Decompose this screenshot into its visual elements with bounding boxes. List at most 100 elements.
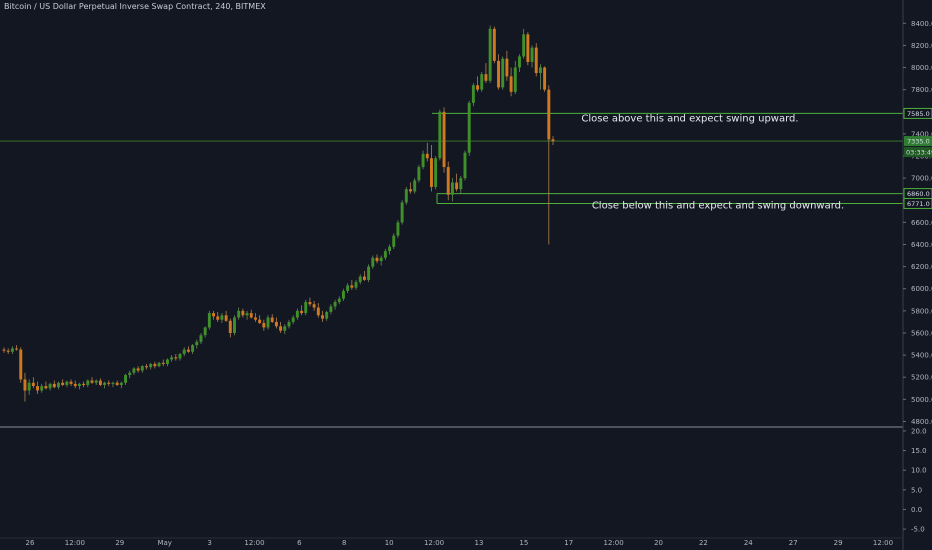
candle-body (522, 34, 526, 57)
time-tick-label: 13 (474, 539, 483, 547)
candle-body (212, 313, 216, 317)
candle-body (534, 47, 538, 74)
price-tick-label: 5200.0 (911, 374, 932, 382)
candle-body (379, 257, 383, 262)
candle-body (300, 310, 304, 314)
candle-body (547, 89, 551, 140)
price-tick-label: 5000.0 (911, 396, 932, 404)
candle-body (6, 350, 10, 352)
candle-body (488, 28, 492, 81)
candle-body (15, 348, 19, 350)
candle-body (253, 317, 257, 320)
candle-body (383, 251, 387, 258)
candle-body (245, 313, 249, 316)
candle-body (233, 317, 236, 333)
candle-body (509, 76, 513, 92)
candle-body (333, 302, 337, 307)
candle-body (27, 382, 31, 391)
time-tick-label: 15 (519, 539, 528, 547)
candle-body (36, 386, 39, 391)
candle-body (388, 246, 392, 252)
candle-body (304, 302, 308, 314)
time-tick-label: 20 (654, 539, 663, 547)
candle-body (321, 315, 324, 319)
indicator-axis[interactable]: 20.0 15.0 10.0 5.0 0.0 -5.0 (903, 427, 927, 534)
candle-body (44, 386, 48, 389)
candle-body (450, 182, 454, 195)
time-tick-label: 27 (789, 539, 798, 547)
candle-body (2, 349, 6, 351)
time-axis[interactable]: 26 12:00 29 May 3 12:00 6 8 10 12:00 13 15 17 12:00 20… (0, 537, 903, 547)
candle-body (157, 362, 161, 367)
candle-body (526, 34, 530, 62)
indicator-tick-label: 0.0 (911, 506, 922, 514)
candle-body (505, 58, 509, 77)
candle-body (40, 386, 44, 391)
candle-body (291, 317, 295, 322)
candle-body (258, 319, 262, 324)
price-tick-label: 7000.0 (911, 175, 932, 183)
candle-body (124, 375, 128, 383)
candle-body (111, 382, 115, 384)
candle-series (2, 25, 555, 402)
candle-body (279, 326, 283, 331)
candle-body (295, 310, 299, 318)
candle-body (438, 111, 442, 159)
candle-body (442, 111, 446, 168)
candle-body (404, 189, 408, 203)
candle-body (19, 349, 23, 380)
indicator-tick-label: 5.0 (911, 486, 922, 494)
candle-body (86, 380, 90, 385)
level-tag-label: 6771.0 (907, 200, 930, 208)
candle-body (362, 276, 366, 280)
candle-body (195, 341, 199, 346)
candle-body (530, 47, 534, 62)
candle-body (346, 285, 350, 291)
candle-body (48, 383, 52, 389)
price-tick-label: 7400.0 (911, 130, 932, 138)
candle-body (103, 382, 107, 385)
candle-body (551, 139, 555, 142)
candle-body (220, 315, 224, 320)
candle-body (274, 321, 278, 327)
candle-body (409, 189, 412, 192)
candle-body (119, 382, 123, 385)
countdown-tag-label: 03:33:49 (906, 149, 932, 157)
candle-body (492, 28, 496, 61)
time-tick-label: 10 (385, 539, 394, 547)
time-tick-label: May (157, 539, 171, 547)
indicator-tick-label: 15.0 (911, 447, 927, 455)
candle-body (476, 85, 480, 90)
candle-body (375, 257, 379, 262)
candle-body (543, 67, 547, 90)
time-tick-label: 29 (115, 539, 124, 547)
candle-body (392, 235, 396, 247)
candle-body (429, 158, 433, 187)
candle-body (266, 317, 270, 328)
indicator-tick-label: 10.0 (911, 467, 927, 475)
price-tick-label: 5400.0 (911, 352, 932, 360)
candle-body (425, 153, 429, 159)
candle-body (73, 383, 77, 387)
candle-body (270, 317, 274, 322)
candle-body (538, 67, 542, 74)
level-tag-label: 7585.0 (907, 110, 930, 118)
candle-body (417, 167, 421, 181)
price-axis[interactable]: 4800.0 5000.0 5200.0 5400.0 5600.0 5800.0 6000… (902, 0, 932, 550)
candle-body (312, 304, 316, 308)
candle-body (459, 178, 463, 190)
candle-body (199, 335, 203, 342)
current-price-tag-box (904, 136, 932, 147)
candle-body (329, 306, 333, 312)
candle-body (57, 382, 60, 388)
candle-body (132, 368, 136, 373)
candle-body (115, 382, 119, 385)
candle-body (396, 222, 400, 236)
candle-body (65, 381, 69, 385)
price-tick-label: 7800.0 (911, 86, 932, 94)
time-tick-label: 12:00 (65, 539, 85, 547)
time-tick-label: 22 (699, 539, 708, 547)
candle-body (471, 85, 475, 103)
price-tick-label: 6000.0 (911, 285, 932, 293)
